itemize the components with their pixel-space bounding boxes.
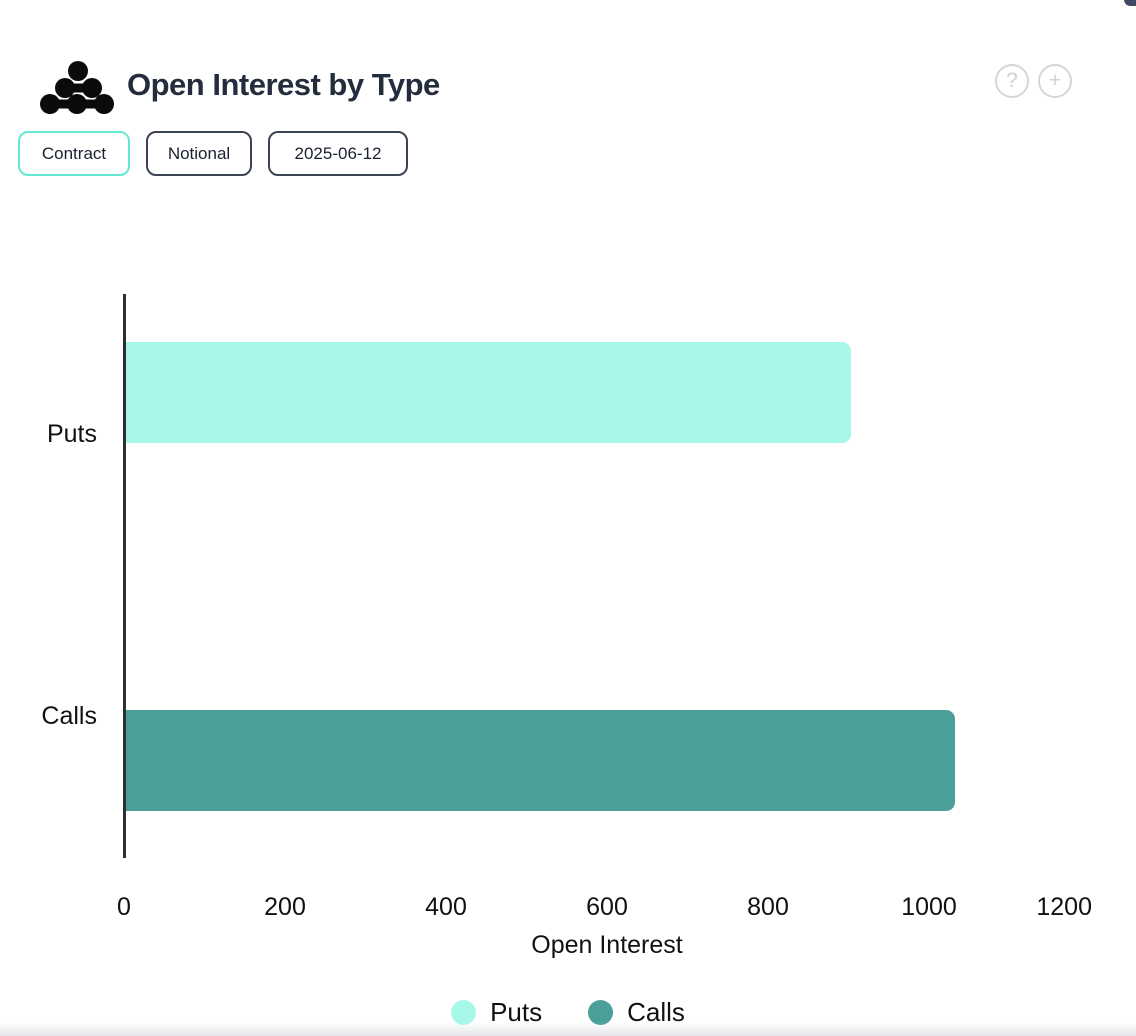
y-axis-label-calls: Calls [41, 702, 97, 730]
mode-button-contract[interactable]: Contract [18, 131, 130, 176]
x-tick-400: 400 [425, 893, 467, 921]
mode-button-notional[interactable]: Notional [146, 131, 252, 176]
x-tick-800: 800 [747, 893, 789, 921]
x-axis-title: Open Interest [531, 931, 683, 959]
bar-puts[interactable] [126, 341, 851, 443]
legend-label-puts: Puts [490, 997, 543, 1027]
date-button[interactable]: 2025-06-12 [268, 131, 408, 176]
x-tick-600: 600 [586, 893, 628, 921]
legend-item-calls[interactable]: Calls [588, 997, 685, 1028]
corner-artifact [1124, 0, 1136, 6]
x-tick-1000: 1000 [901, 893, 957, 921]
legend-swatch-calls [588, 1000, 614, 1025]
help-icon[interactable]: ? [995, 64, 1029, 98]
x-tick-1200: 1200 [1036, 893, 1092, 921]
x-tick-0: 0 [117, 893, 131, 921]
page-title: Open Interest by Type [127, 67, 440, 102]
legend-swatch-puts [451, 1000, 477, 1025]
legend-label-calls: Calls [627, 997, 685, 1027]
logo-icon [40, 61, 114, 114]
x-tick-200: 200 [264, 893, 306, 921]
bar-calls[interactable] [126, 709, 955, 811]
y-axis-line [123, 294, 126, 858]
legend-item-puts[interactable]: Puts [451, 997, 542, 1028]
y-axis-label-puts: Puts [46, 420, 97, 448]
add-icon[interactable]: + [1038, 64, 1072, 98]
chart-legend: Puts Calls [0, 997, 1136, 1028]
